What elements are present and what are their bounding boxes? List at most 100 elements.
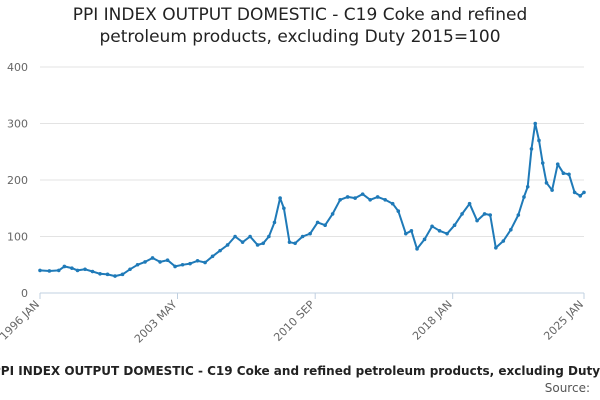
data-point <box>225 243 230 247</box>
data-point <box>430 224 434 229</box>
data-point <box>308 231 312 236</box>
y-tick-label: 0 <box>21 287 28 300</box>
data-point <box>338 197 342 202</box>
data-point <box>240 240 245 244</box>
data-point <box>452 223 457 227</box>
data-point <box>330 212 335 216</box>
y-tick-label: 300 <box>7 118 28 131</box>
x-tick-label: 2003 MAY <box>132 298 180 346</box>
data-point <box>572 190 577 195</box>
x-tick-label: 2010 SEP <box>271 298 317 344</box>
data-point <box>561 171 566 176</box>
data-point <box>113 274 117 278</box>
data-point <box>218 248 222 253</box>
y-tick-label: 100 <box>7 231 28 244</box>
x-axis: 1996 JAN 2003 MAY 2010 SEP 2018 JAN 2025 JAN <box>0 292 586 346</box>
data-point <box>375 195 380 199</box>
data-point <box>255 243 260 247</box>
data-point <box>158 260 162 264</box>
data-point <box>482 212 487 216</box>
data-point <box>165 258 170 263</box>
chart-title: PPI INDEX OUTPUT DOMESTIC - C19 Coke and… <box>0 4 600 48</box>
data-point <box>403 231 408 236</box>
data-point <box>210 254 215 259</box>
data-point <box>501 239 506 243</box>
data-point <box>467 201 472 206</box>
data-point <box>47 269 52 273</box>
data-point <box>550 188 554 192</box>
source-label: Source: <box>544 381 590 395</box>
data-point <box>248 234 252 239</box>
data-point <box>345 195 350 199</box>
data-point <box>195 258 200 263</box>
data-point <box>578 194 583 198</box>
data-point <box>353 196 357 200</box>
data-point <box>173 264 177 269</box>
y-tick-label: 400 <box>7 61 28 74</box>
data-point <box>128 267 132 272</box>
data-point <box>143 260 147 264</box>
data-point <box>582 190 586 195</box>
data-point <box>475 218 479 223</box>
y-tick-label: 200 <box>7 174 28 187</box>
data-point <box>494 246 498 250</box>
x-tick-label: 2018 JAN <box>410 298 455 343</box>
data-point <box>396 209 401 213</box>
data-point <box>509 227 513 232</box>
data-point <box>488 213 493 217</box>
data-point <box>567 172 571 177</box>
data-point <box>529 147 534 151</box>
data-point <box>437 229 442 233</box>
data-point <box>38 268 42 273</box>
data-point <box>460 212 464 216</box>
data-point <box>293 241 297 246</box>
data-point <box>323 223 327 227</box>
gridlines <box>40 66 584 294</box>
data-point <box>533 121 538 126</box>
data-point <box>409 229 414 233</box>
data-point <box>180 262 185 267</box>
data-point <box>282 206 286 211</box>
chart-title-line-1: PPI INDEX OUTPUT DOMESTIC - C19 Coke and… <box>72 5 528 25</box>
data-point <box>203 260 207 265</box>
data-point <box>278 196 282 200</box>
data-point <box>525 184 530 189</box>
data-point <box>150 256 155 260</box>
data-point <box>267 234 271 239</box>
data-point <box>368 197 372 202</box>
data-point <box>383 197 387 202</box>
data-point <box>62 264 67 269</box>
data-point <box>90 269 95 274</box>
x-tick-label: 2025 JAN <box>541 298 586 343</box>
legend-label: PPI INDEX OUTPUT DOMESTIC - C19 Coke and… <box>0 364 600 378</box>
data-point <box>261 241 266 246</box>
data-point <box>522 195 526 199</box>
data-point <box>287 240 292 244</box>
data-point <box>56 268 61 273</box>
data-point <box>188 261 192 266</box>
data-point <box>390 201 395 206</box>
data-point <box>233 234 237 239</box>
series-line <box>39 122 585 278</box>
data-point <box>360 192 365 196</box>
data-point <box>135 262 140 267</box>
data-point <box>555 162 560 166</box>
series-layer <box>38 121 586 278</box>
data-point <box>272 220 277 225</box>
data-point <box>422 237 427 242</box>
data-point <box>83 267 87 272</box>
data-point <box>75 268 80 273</box>
data-point <box>105 272 110 277</box>
data-point <box>544 181 549 185</box>
data-point <box>540 161 545 165</box>
data-point <box>70 266 74 270</box>
data-point <box>120 272 125 277</box>
legend: PPI INDEX OUTPUT DOMESTIC - C19 Coke and… <box>0 364 600 382</box>
data-point <box>315 220 320 225</box>
chart-title-line-2: petroleum products, excluding Duty 2015=… <box>99 27 501 47</box>
x-tick-label: 1996 JAN <box>0 298 42 343</box>
data-point <box>300 234 305 239</box>
data-point <box>537 138 541 143</box>
data-point <box>98 271 102 276</box>
